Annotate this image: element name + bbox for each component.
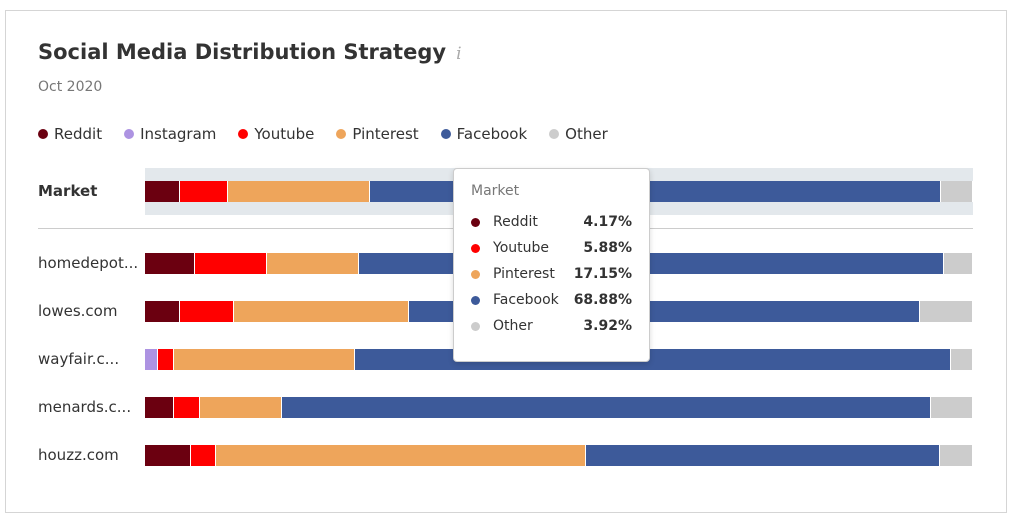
bar-segment-reddit[interactable] — [145, 253, 195, 274]
bar-segment-other[interactable] — [939, 445, 973, 466]
bar-segment-other[interactable] — [940, 181, 973, 202]
title-text: Social Media Distribution Strategy — [38, 40, 447, 64]
legend-dot-icon — [440, 129, 451, 139]
tooltip: Market Reddit 4.17% Youtube 5.88% Pinterest 1… — [453, 168, 650, 362]
bar-segment-youtube[interactable] — [158, 349, 174, 370]
legend-dot-icon — [549, 129, 560, 139]
legend-label: Youtube — [254, 125, 315, 143]
legend-item-youtube[interactable]: Youtube — [238, 125, 314, 143]
stacked-bar-houzz-com[interactable] — [145, 445, 973, 466]
bar-segment-youtube[interactable] — [173, 397, 200, 418]
bar-segment-facebook[interactable] — [355, 349, 951, 370]
tooltip-row-youtube: Youtube 5.88% — [471, 235, 632, 261]
row-label[interactable]: wayfair.c... — [38, 350, 120, 368]
tooltip-title: Market — [471, 183, 520, 199]
tooltip-row-facebook: Facebook 68.88% — [471, 287, 632, 313]
tooltip-value: 3.92% — [583, 318, 632, 334]
bar-segment-youtube[interactable] — [191, 445, 217, 466]
tooltip-value: 68.88% — [573, 292, 632, 308]
legend-dot-icon — [124, 129, 135, 139]
tooltip-dot-icon — [471, 321, 480, 331]
legend-label: Instagram — [140, 125, 217, 143]
bar-segment-youtube[interactable] — [179, 301, 235, 322]
row-label[interactable]: menards.c... — [38, 398, 132, 416]
bar-segment-pinterest[interactable] — [199, 397, 282, 418]
legend-item-instagram[interactable]: Instagram — [124, 125, 216, 143]
legend-dot-icon — [238, 129, 249, 139]
bar-segment-instagram[interactable] — [145, 349, 159, 370]
bar-segment-youtube[interactable] — [179, 181, 229, 202]
legend-label: Other — [565, 125, 608, 143]
tooltip-series-name: Facebook — [493, 292, 559, 308]
stacked-bar-menards-c[interactable] — [145, 397, 973, 418]
bar-segment-reddit[interactable] — [145, 181, 180, 202]
chart-title: Social Media Distribution Strategy i — [38, 40, 462, 64]
bar-segment-pinterest[interactable] — [173, 349, 356, 370]
tooltip-row-other: Other 3.92% — [471, 313, 632, 339]
bar-segment-pinterest[interactable] — [228, 181, 371, 202]
tooltip-series-name: Reddit — [493, 214, 538, 230]
bar-segment-other[interactable] — [944, 253, 973, 274]
tooltip-dot-icon — [471, 269, 480, 279]
tooltip-series-name: Other — [493, 318, 533, 334]
bar-segment-other[interactable] — [919, 301, 973, 322]
tooltip-value: 4.17% — [583, 214, 632, 230]
legend-item-other[interactable]: Other — [549, 125, 608, 143]
legend-label: Pinterest — [352, 125, 419, 143]
legend-item-pinterest[interactable]: Pinterest — [336, 125, 419, 143]
bar-segment-youtube[interactable] — [194, 253, 267, 274]
tooltip-series-name: Youtube — [493, 240, 549, 256]
bar-segment-facebook[interactable] — [586, 445, 940, 466]
row-label[interactable]: homedepot... — [38, 254, 139, 272]
bar-segment-pinterest[interactable] — [216, 445, 587, 466]
chart-subtitle: Oct 2020 — [38, 79, 103, 95]
tooltip-dot-icon — [471, 295, 480, 305]
tooltip-series-name: Pinterest — [493, 266, 555, 282]
bar-segment-other[interactable] — [930, 397, 973, 418]
tooltip-value: 5.88% — [583, 240, 632, 256]
bar-segment-facebook[interactable] — [281, 397, 931, 418]
bar-segment-reddit[interactable] — [145, 445, 192, 466]
legend-item-facebook[interactable]: Facebook — [440, 125, 528, 143]
legend: Reddit Instagram Youtube Pinterest Facebook O… — [38, 125, 608, 143]
row-label[interactable]: houzz.com — [38, 446, 119, 464]
row-label[interactable]: Market — [38, 182, 98, 200]
row-label[interactable]: lowes.com — [38, 302, 118, 320]
bar-segment-facebook[interactable] — [359, 253, 944, 274]
legend-item-reddit[interactable]: Reddit — [38, 125, 102, 143]
legend-label: Facebook — [456, 125, 528, 143]
legend-dot-icon — [336, 129, 347, 139]
tooltip-row-pinterest: Pinterest 17.15% — [471, 261, 632, 287]
tooltip-row-reddit: Reddit 4.17% — [471, 209, 632, 235]
bar-segment-other[interactable] — [950, 349, 973, 370]
bar-segment-reddit[interactable] — [145, 397, 174, 418]
bar-segment-reddit[interactable] — [145, 301, 180, 322]
tooltip-dot-icon — [471, 217, 480, 227]
chart-card — [5, 10, 1007, 513]
tooltip-value: 17.15% — [573, 266, 632, 282]
tooltip-dot-icon — [471, 243, 480, 253]
bar-segment-pinterest[interactable] — [266, 253, 360, 274]
legend-dot-icon — [38, 129, 48, 139]
info-icon[interactable]: i — [456, 44, 462, 64]
legend-label: Reddit — [54, 125, 103, 143]
bar-segment-pinterest[interactable] — [234, 301, 410, 322]
